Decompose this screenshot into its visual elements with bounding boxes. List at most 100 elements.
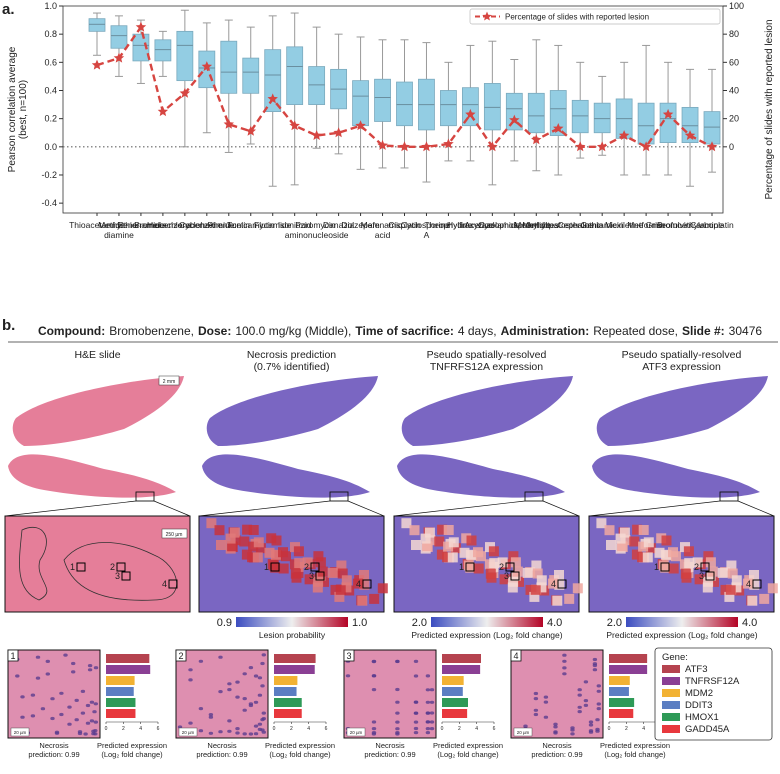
heat-cell [459, 547, 470, 558]
heat-cell [253, 537, 264, 548]
nucleus [198, 707, 204, 711]
heat-cell [702, 582, 713, 593]
legend-swatch [662, 725, 680, 733]
lesion-marker [333, 127, 344, 138]
header-value: 4 days, [458, 324, 497, 338]
nucleus [54, 730, 60, 734]
heat-cell [434, 536, 445, 547]
y-tick-label: 0.4 [44, 85, 57, 95]
legend-swatch [662, 677, 680, 685]
bar [106, 665, 151, 674]
nucleus [85, 721, 91, 725]
nucleus [208, 713, 214, 717]
nucleus [227, 688, 232, 692]
nucleus [253, 724, 259, 728]
heat-cell [547, 578, 558, 589]
nucleus [242, 672, 247, 676]
nucleus [50, 716, 55, 721]
bar [274, 687, 297, 696]
nucleus [588, 729, 594, 733]
nucleus [89, 719, 95, 723]
nucleus [93, 666, 99, 670]
column-title: ATF3 expression [642, 361, 721, 373]
nucleus [77, 730, 83, 734]
nucleus [596, 707, 601, 711]
x-axis-label: Predicted expression [97, 741, 167, 750]
nucleus [87, 668, 93, 672]
nucleus [71, 661, 76, 666]
heat-cell [680, 568, 691, 579]
x-tick-label: 6 [493, 726, 496, 732]
nucleus [35, 676, 41, 680]
x-tick-label: 2 [458, 726, 461, 732]
heat-cell [617, 541, 628, 552]
colorbar [431, 617, 543, 627]
heat-cell [241, 549, 252, 560]
colorbar-label: Predicted expression (Log₂ fold change) [411, 630, 562, 640]
x-tick-label: Ethionamide [117, 220, 165, 230]
x-axis-label: (Log₂ fold change) [437, 750, 499, 759]
nucleus [80, 689, 86, 694]
heat-cell [312, 582, 323, 593]
nucleus [93, 702, 99, 706]
y-tick-label: 0.0 [44, 142, 57, 152]
x-tick-label: 4 [642, 726, 645, 732]
nucleus [413, 700, 419, 704]
box [637, 102, 655, 145]
nucleus [188, 668, 193, 672]
box [483, 83, 501, 131]
scale-bar-bg [10, 727, 30, 737]
x-tick-label: Griseofulvin [646, 220, 691, 230]
nucleus [218, 730, 223, 734]
legend-label: Percentage of slides with reported lesio… [505, 13, 649, 22]
nucleus [395, 711, 400, 715]
x-tick-label: Cephalothin [558, 220, 604, 230]
heat-cell [357, 595, 368, 606]
heat-cell [643, 537, 654, 548]
patch-label: 1 [70, 562, 75, 572]
heat-cell [473, 563, 484, 574]
slide-image [202, 376, 378, 498]
heat-cell [654, 547, 665, 558]
heat-cell [369, 593, 380, 604]
necrosis-annotation: prediction: 0.99 [196, 750, 247, 759]
colorbar-label: Lesion probability [259, 630, 326, 640]
heat-cell [294, 558, 305, 569]
nucleus [83, 732, 88, 736]
box [703, 111, 721, 145]
nucleus [596, 689, 601, 693]
nucleus [257, 693, 263, 697]
heat-cell [304, 574, 315, 585]
nucleus [15, 674, 20, 678]
patch-box [700, 562, 710, 572]
nucleus [260, 728, 265, 732]
nucleus [553, 730, 558, 734]
bar [609, 654, 648, 663]
heat-cell [450, 543, 461, 554]
bar [609, 687, 629, 696]
lesion-marker [640, 141, 652, 152]
y-tick-label: -0.4 [41, 198, 57, 208]
lesion-marker [487, 141, 498, 152]
nucleus [248, 702, 254, 706]
heat-cell [229, 527, 240, 538]
box [505, 92, 523, 131]
heat-cell [637, 552, 648, 563]
bar [106, 709, 136, 718]
nucleus [577, 705, 582, 709]
box [308, 66, 326, 105]
heat-cell [668, 563, 679, 574]
nucleus [562, 659, 567, 663]
x-axis-label: Predicted expression [600, 741, 670, 750]
patch-number: 2 [178, 651, 183, 661]
nucleus [242, 732, 247, 736]
x-tick-label: 0 [608, 726, 611, 732]
heat-cell [703, 551, 714, 562]
heat-cell [420, 533, 431, 544]
lesion-marker [267, 93, 278, 104]
heat-cell [694, 574, 705, 585]
heat-cell [336, 560, 347, 571]
x-tick-label: Bromoethylamine [657, 220, 723, 230]
nucleus [74, 698, 79, 703]
y-tick-label: 0.8 [44, 29, 57, 39]
